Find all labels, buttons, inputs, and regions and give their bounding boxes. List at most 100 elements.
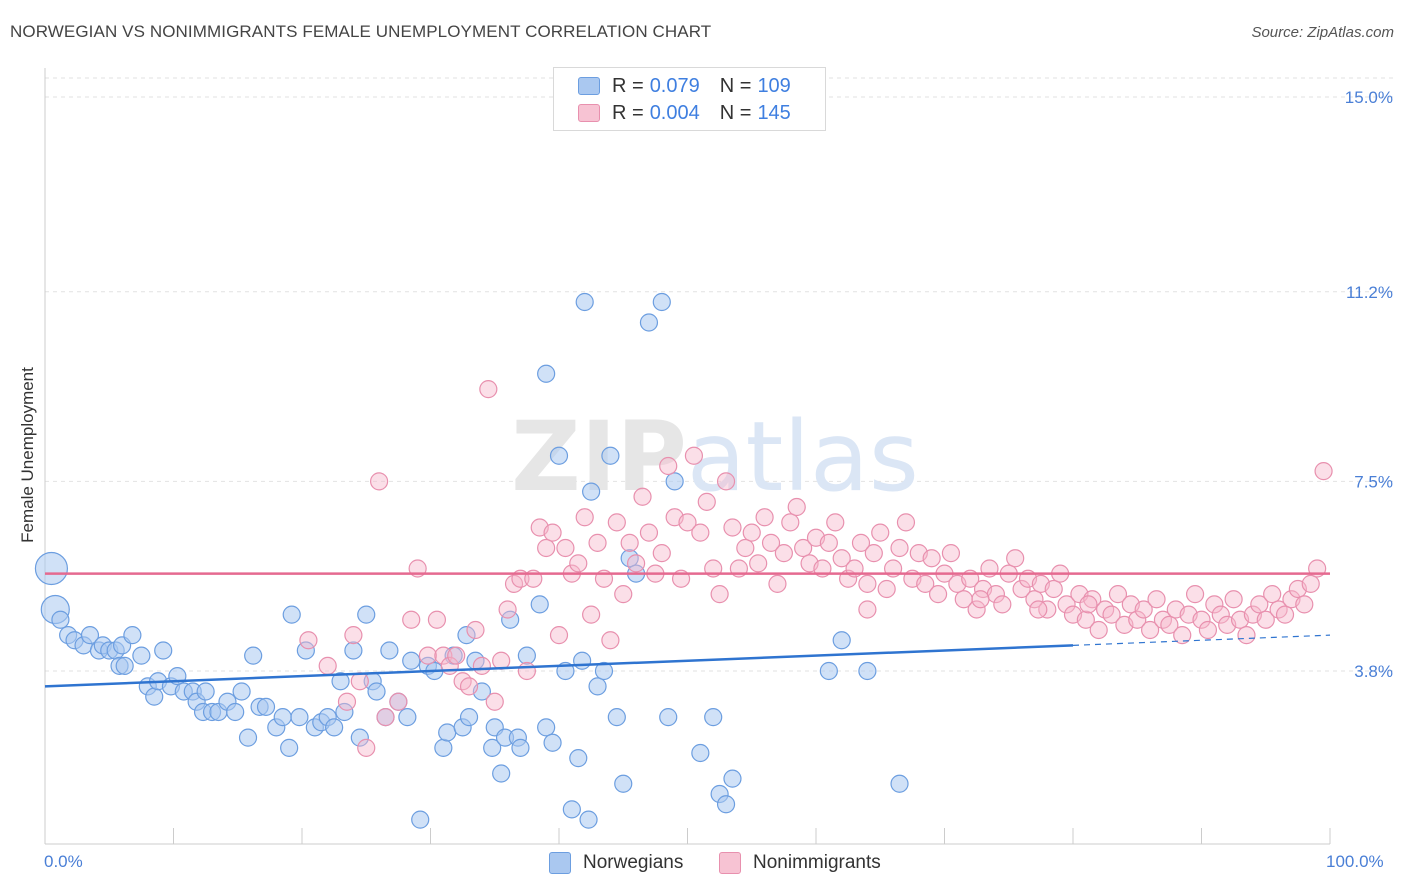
data-point-norwegians — [357, 605, 376, 624]
data-point-norwegians — [582, 482, 601, 501]
data-point-nonimmigrants — [697, 492, 716, 511]
data-point-norwegians — [350, 728, 369, 747]
data-point-nonimmigrants — [337, 692, 357, 711]
data-point-nonimmigrants — [1140, 620, 1160, 640]
data-point-nonimmigrants — [928, 585, 948, 604]
data-point-nonimmigrants — [710, 585, 729, 604]
data-point-nonimmigrants — [620, 533, 639, 552]
data-point-nonimmigrants — [1275, 605, 1295, 624]
data-point-norwegians — [154, 641, 173, 660]
source-label: Source: ZipAtlas.com — [1251, 24, 1394, 41]
data-point-norwegians — [659, 708, 678, 727]
data-point-nonimmigrants — [1134, 600, 1153, 619]
data-point-nonimmigrants — [781, 513, 800, 532]
data-point-nonimmigrants — [941, 544, 961, 563]
legend-label: Nonimmigrants — [753, 852, 881, 873]
data-point-nonimmigrants — [691, 523, 710, 542]
data-point-norwegians — [123, 626, 142, 645]
data-point-nonimmigrants — [1192, 610, 1211, 629]
data-point-norwegians — [517, 646, 536, 665]
data-point-nonimmigrants — [684, 446, 704, 465]
x-max-label: 100.0% — [1326, 852, 1384, 871]
data-point-nonimmigrants — [1314, 462, 1333, 481]
data-point-norwegians — [459, 708, 479, 727]
data-point-nonimmigrants — [1263, 585, 1282, 604]
data-point-nonimmigrants — [755, 508, 774, 527]
grid — [45, 77, 1395, 672]
data-point-norwegians — [398, 708, 417, 727]
data-point-norwegians — [832, 631, 851, 650]
y-tick-label: 7.5% — [1354, 472, 1393, 491]
trend-line-norwegians-extension — [1072, 634, 1331, 646]
data-point-norwegians — [273, 708, 292, 727]
data-point-nonimmigrants — [434, 646, 453, 665]
data-point-norwegians — [573, 651, 592, 670]
data-point-nonimmigrants — [1102, 605, 1121, 624]
trend-lines — [44, 572, 1331, 688]
data-point-nonimmigrants — [1006, 549, 1025, 568]
data-point-nonimmigrants — [896, 513, 916, 532]
data-point-nonimmigrants — [1173, 626, 1192, 645]
data-point-nonimmigrants — [639, 523, 659, 542]
data-point-nonimmigrants — [1237, 626, 1256, 645]
data-point-nonimmigrants — [1205, 595, 1224, 614]
data-point-norwegians — [562, 800, 581, 819]
r-value: 0.004 — [649, 101, 700, 124]
data-point-norwegians — [607, 708, 626, 727]
data-point-norwegians — [492, 764, 511, 783]
data-point-nonimmigrants — [1250, 595, 1269, 614]
data-point-nonimmigrants — [549, 626, 569, 645]
data-point-norwegians — [579, 810, 598, 829]
data-point-nonimmigrants — [858, 600, 877, 619]
nonimmigrants-swatch — [719, 852, 741, 874]
data-point-nonimmigrants — [1076, 610, 1095, 629]
data-point-nonimmigrants — [389, 692, 408, 711]
data-point-nonimmigrants — [652, 544, 671, 563]
data-point-norwegians — [601, 446, 620, 465]
data-point-norwegians — [549, 446, 569, 465]
data-point-nonimmigrants — [1185, 585, 1205, 604]
data-point-nonimmigrants — [971, 590, 990, 609]
data-point-nonimmigrants — [723, 518, 742, 537]
data-point-nonimmigrants — [1211, 605, 1230, 624]
data-point-nonimmigrants — [851, 533, 871, 552]
data-point-norwegians — [344, 641, 363, 660]
data-point-norwegians — [716, 795, 736, 814]
y-tick-label: 11.2% — [1346, 283, 1393, 302]
data-point-norwegians — [890, 774, 909, 793]
data-point-norwegians — [325, 718, 344, 737]
data-point-nonimmigrants — [749, 554, 768, 573]
data-point-norwegians — [434, 738, 453, 757]
data-point-norwegians — [115, 656, 134, 675]
data-point-norwegians — [145, 687, 164, 706]
data-point-nonimmigrants — [1079, 595, 1098, 614]
data-point-nonimmigrants — [607, 513, 626, 532]
data-point-nonimmigrants — [826, 513, 845, 532]
data-point-nonimmigrants — [402, 610, 421, 629]
data-point-nonimmigrants — [1012, 579, 1031, 599]
data-point-nonimmigrants — [1089, 620, 1108, 640]
data-point-nonimmigrants — [877, 579, 896, 599]
data-point-nonimmigrants — [761, 533, 781, 552]
data-point-nonimmigrants — [318, 656, 337, 675]
data-point-nonimmigrants — [517, 661, 536, 681]
data-point-nonimmigrants — [1224, 590, 1243, 609]
data-point-nonimmigrants — [344, 626, 363, 645]
data-point-nonimmigrants — [1301, 574, 1320, 593]
data-point-nonimmigrants — [1198, 620, 1218, 640]
data-point-norwegians — [196, 682, 215, 701]
data-point-norwegians — [511, 738, 530, 757]
data-point-nonimmigrants — [659, 456, 678, 476]
data-point-nonimmigrants — [357, 738, 376, 757]
data-point-norwegians — [569, 749, 588, 768]
data-point-nonimmigrants — [601, 631, 620, 650]
data-point-norwegians — [588, 677, 607, 696]
chart-title: NORWEGIAN VS NONIMMIGRANTS FEMALE UNEMPL… — [10, 22, 712, 41]
data-point-norwegians — [367, 682, 386, 701]
data-point-norwegians — [256, 697, 276, 716]
data-point-norwegians — [483, 738, 502, 757]
data-point-norwegians — [691, 743, 710, 763]
data-point-nonimmigrants — [582, 605, 601, 624]
data-point-nonimmigrants — [858, 574, 877, 593]
